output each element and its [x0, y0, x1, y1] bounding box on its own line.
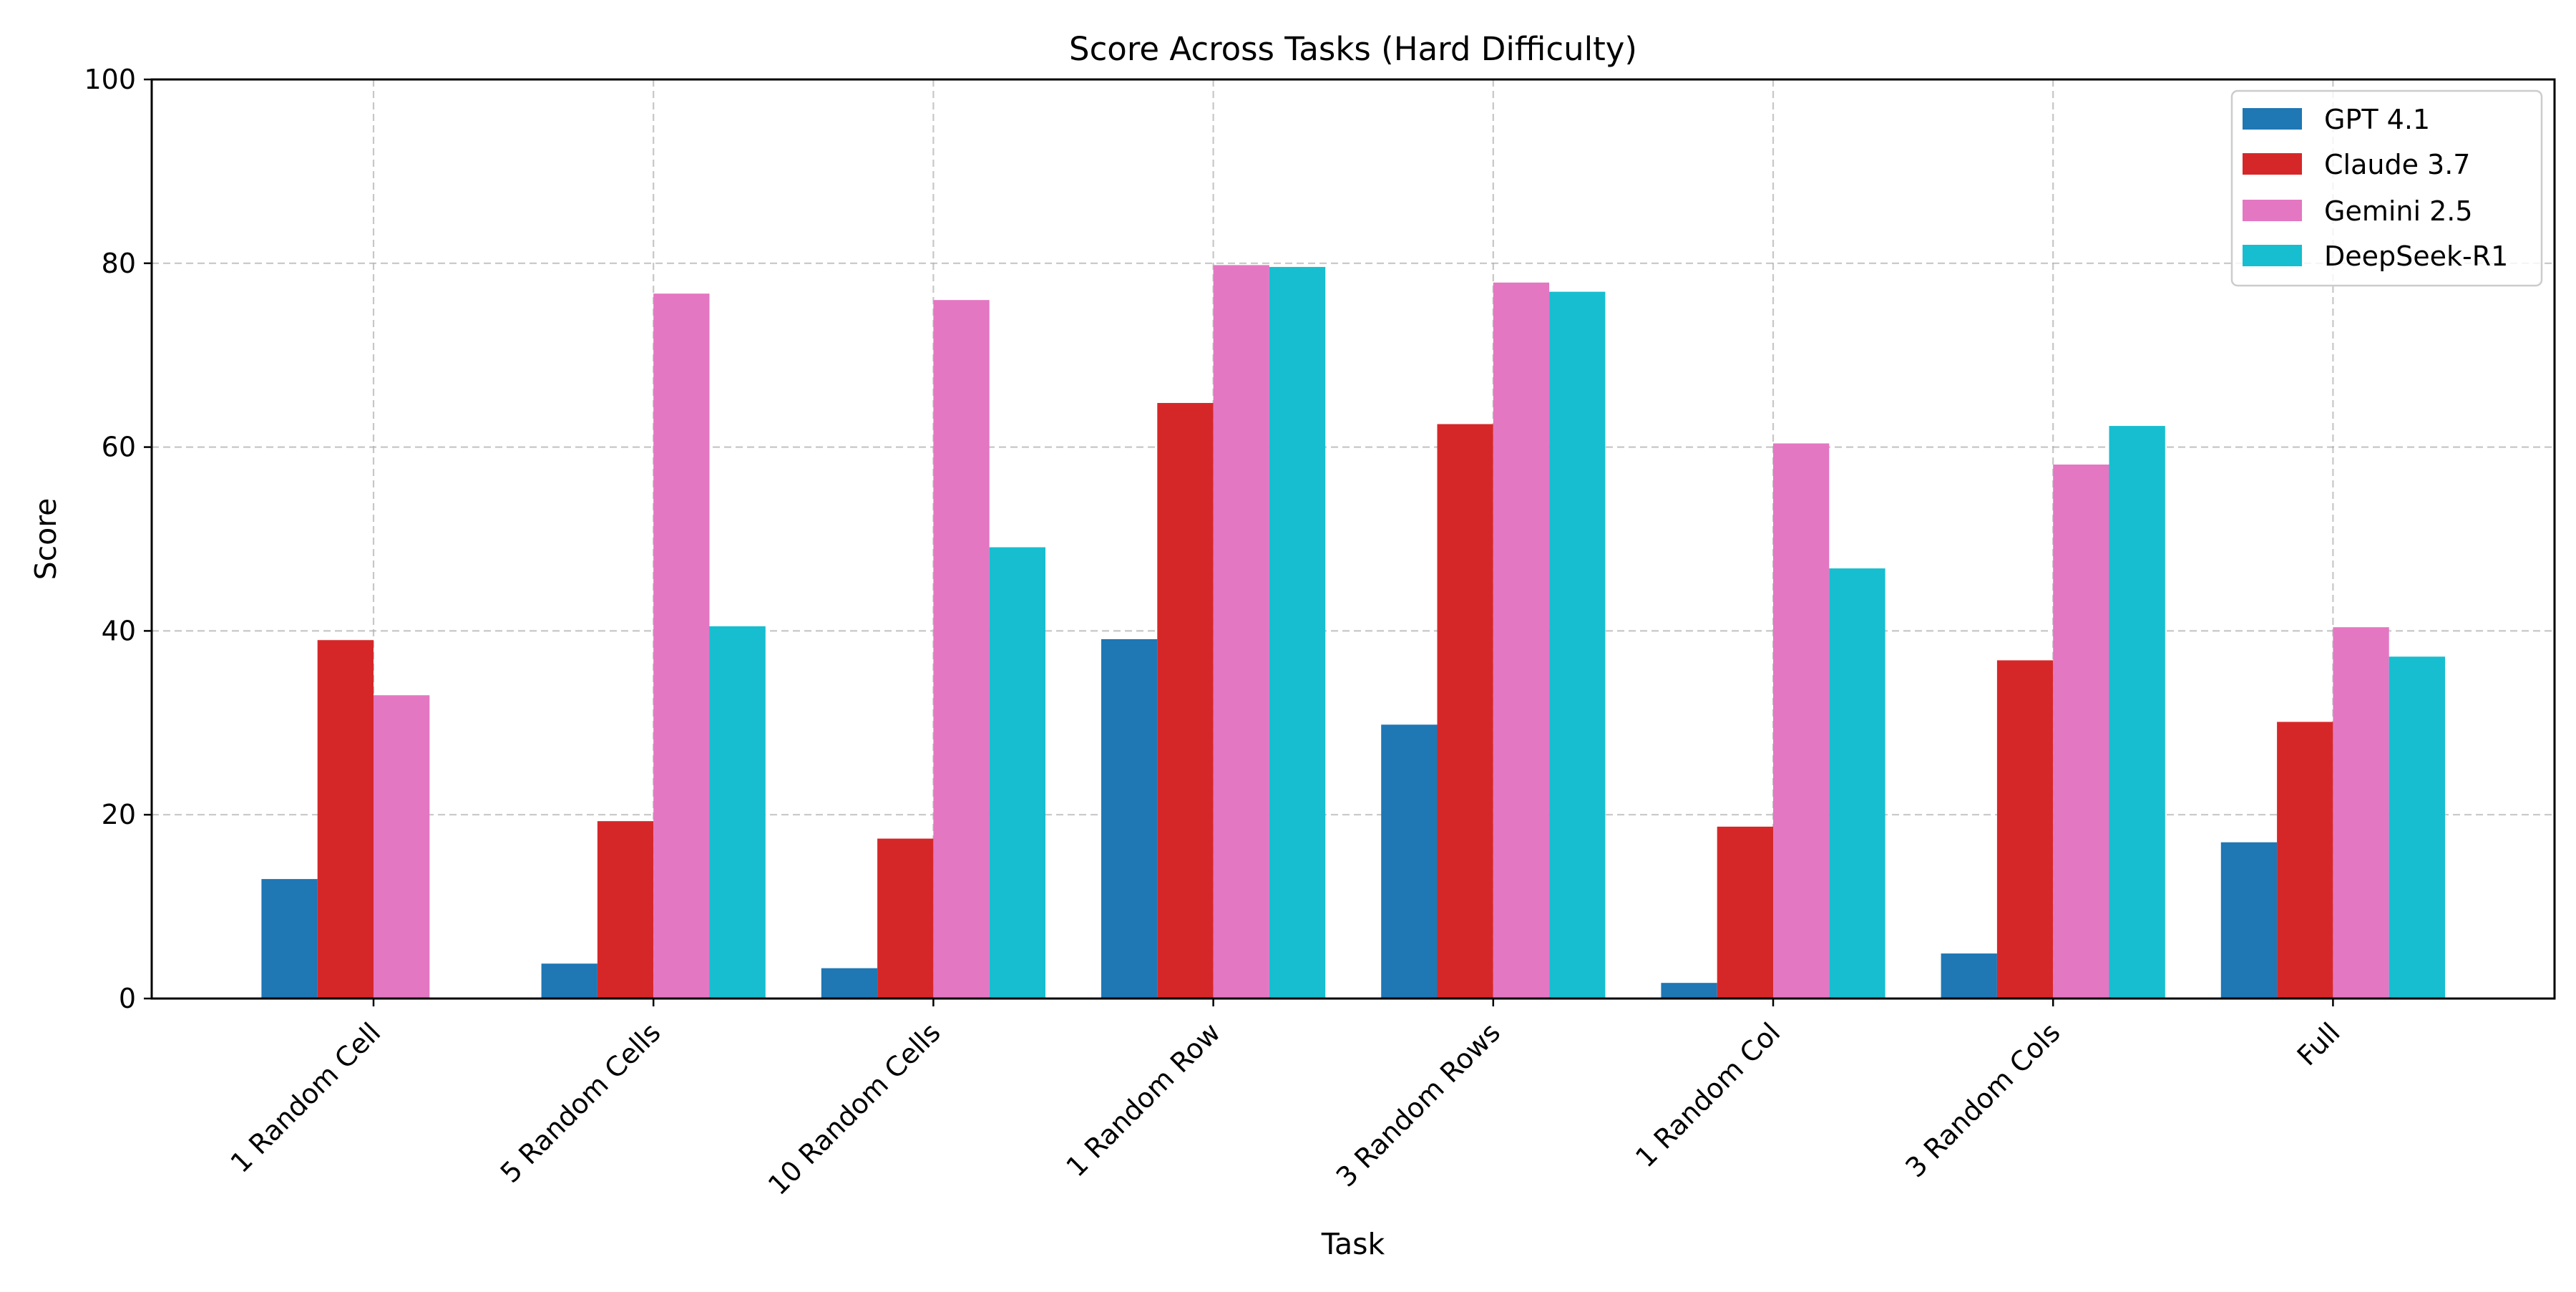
bar-gpt-4-1-3-random-cols — [1941, 953, 1997, 999]
bar-gpt-4-1-1-random-row — [1101, 638, 1158, 999]
bar-claude-3-7-3-random-cols — [1996, 660, 2054, 999]
bar-deepseek-r1-1-random-col — [1829, 568, 1885, 999]
legend-swatch-claude-3-7 — [2243, 153, 2302, 175]
bar-gpt-4-1-10-random-cells — [821, 968, 878, 999]
bar-gemini-2-5-full — [2333, 627, 2389, 999]
y-tick-label-20: 20 — [102, 799, 136, 830]
bar-gemini-2-5-10-random-cells — [933, 300, 990, 999]
legend: GPT 4.1 Claude 3.7 Gemini 2.5 DeepSeek-R… — [2230, 89, 2543, 287]
y-tick-label-40: 40 — [102, 615, 136, 646]
x-axis-label: Task — [1321, 1227, 1385, 1261]
bar-deepseek-r1-3-random-rows — [1549, 291, 1606, 999]
bar-claude-3-7-1-random-col — [1717, 826, 1773, 999]
bar-deepseek-r1-1-random-row — [1269, 266, 1326, 999]
bars — [261, 265, 2445, 999]
bar-gemini-2-5-3-random-cols — [2053, 464, 2109, 999]
y-tick-label-100: 100 — [84, 64, 136, 95]
bar-claude-3-7-1-random-cell — [317, 640, 374, 999]
bar-claude-3-7-3-random-rows — [1437, 424, 1493, 999]
plot-area-frame — [150, 78, 2556, 1000]
bar-gemini-2-5-1-random-col — [1773, 443, 1830, 999]
legend-swatch-gpt-4-1 — [2243, 108, 2302, 130]
bar-claude-3-7-10-random-cells — [877, 838, 934, 999]
bar-claude-3-7-1-random-row — [1157, 402, 1214, 999]
y-axis-label: Score — [29, 498, 63, 581]
bar-deepseek-r1-full — [2389, 656, 2445, 999]
bar-gpt-4-1-5-random-cells — [541, 963, 597, 999]
bar-deepseek-r1-5-random-cells — [709, 626, 766, 999]
bar-deepseek-r1-10-random-cells — [989, 547, 1045, 999]
bar-gpt-4-1-full — [2220, 842, 2278, 999]
bar-gemini-2-5-1-random-cell — [374, 695, 430, 999]
bar-gemini-2-5-5-random-cells — [653, 293, 710, 999]
bar-deepseek-r1-3-random-cols — [2109, 426, 2165, 999]
y-tick-label-0: 0 — [119, 983, 136, 1014]
chart-title: Score Across Tasks (Hard Difficulty) — [1069, 30, 1637, 68]
y-axis-ticks: 0 20 40 60 80 100 — [84, 64, 152, 1014]
legend-box — [2230, 89, 2543, 287]
legend-swatch-deepseek-r1 — [2243, 245, 2302, 266]
bar-gpt-4-1-1-random-col — [1661, 983, 1717, 999]
y-tick-label-60: 60 — [102, 432, 136, 463]
bar-gemini-2-5-3-random-rows — [1493, 282, 1550, 999]
bar-gpt-4-1-3-random-rows — [1381, 724, 1438, 999]
legend-label-claude-3-7: Claude 3.7 — [2324, 149, 2470, 180]
legend-label-gemini-2-5: Gemini 2.5 — [2324, 195, 2473, 227]
bar-claude-3-7-5-random-cells — [597, 821, 654, 999]
legend-label-deepseek-r1: DeepSeek-R1 — [2324, 241, 2508, 272]
bar-claude-3-7-full — [2277, 722, 2333, 999]
legend-label-gpt-4-1: GPT 4.1 — [2324, 104, 2430, 135]
legend-swatch-gemini-2-5 — [2243, 200, 2302, 221]
bar-gpt-4-1-1-random-cell — [261, 879, 318, 999]
bar-gemini-2-5-1-random-row — [1213, 265, 1269, 999]
y-tick-label-80: 80 — [102, 248, 136, 279]
